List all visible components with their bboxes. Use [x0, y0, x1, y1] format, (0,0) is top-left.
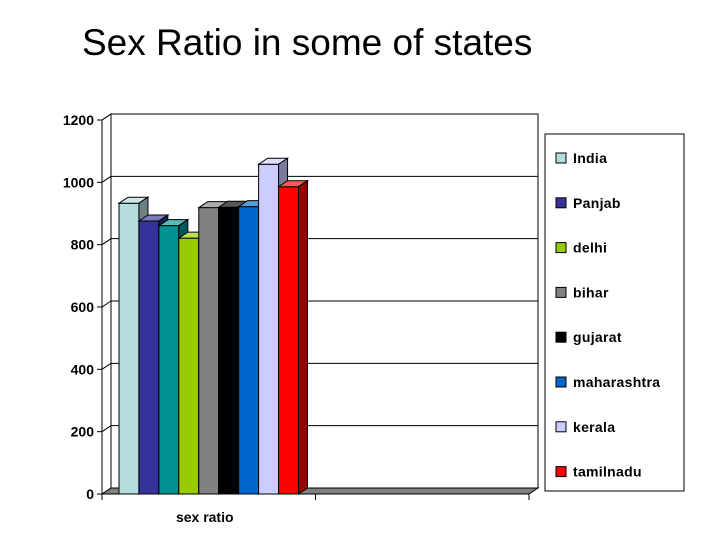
legend-box: [544, 133, 685, 492]
legend-label: Panjab: [573, 195, 621, 211]
gridline-side: [101, 113, 112, 121]
gridline-side: [101, 425, 112, 433]
legend-swatch: [555, 466, 567, 478]
bar: [238, 206, 260, 495]
y-tick-label: 200: [71, 424, 95, 440]
bar: [138, 220, 160, 495]
legend-swatch: [555, 421, 567, 433]
y-tick-label: 600: [71, 299, 95, 315]
chart-title: Sex Ratio in some of states: [82, 22, 533, 63]
y-tick-label: 1000: [63, 174, 94, 190]
bar: [258, 163, 280, 495]
legend-label: bihar: [573, 284, 609, 300]
bar: [198, 207, 220, 495]
bar: [278, 186, 299, 495]
y-tick-label: 800: [71, 237, 95, 253]
bar: [118, 202, 140, 495]
gridline-side: [101, 362, 112, 370]
legend-swatch: [555, 197, 567, 209]
legend-label: tamilnadu: [573, 464, 642, 480]
legend-label: India: [573, 150, 607, 166]
y-tick-label: 0: [86, 486, 94, 502]
y-tick-label: 400: [71, 361, 95, 377]
gridline-side: [101, 175, 112, 183]
x-tick-label: sex ratio: [176, 509, 234, 525]
bar: [218, 206, 240, 495]
bar-side: [298, 179, 308, 495]
gridline-side: [101, 238, 112, 246]
y-tick-label: 1200: [63, 112, 94, 128]
legend-label: gujarat: [573, 329, 622, 345]
legend-label: maharashtra: [573, 374, 660, 390]
legend-swatch: [555, 286, 567, 298]
bar: [178, 237, 200, 495]
legend-swatch: [555, 152, 567, 164]
legend-label: kerala: [573, 419, 615, 435]
legend-swatch: [555, 376, 567, 388]
legend-swatch: [555, 242, 567, 254]
gridline-side: [101, 300, 112, 308]
legend-label: delhi: [573, 240, 607, 256]
bar: [158, 225, 180, 495]
legend-swatch: [555, 331, 567, 343]
